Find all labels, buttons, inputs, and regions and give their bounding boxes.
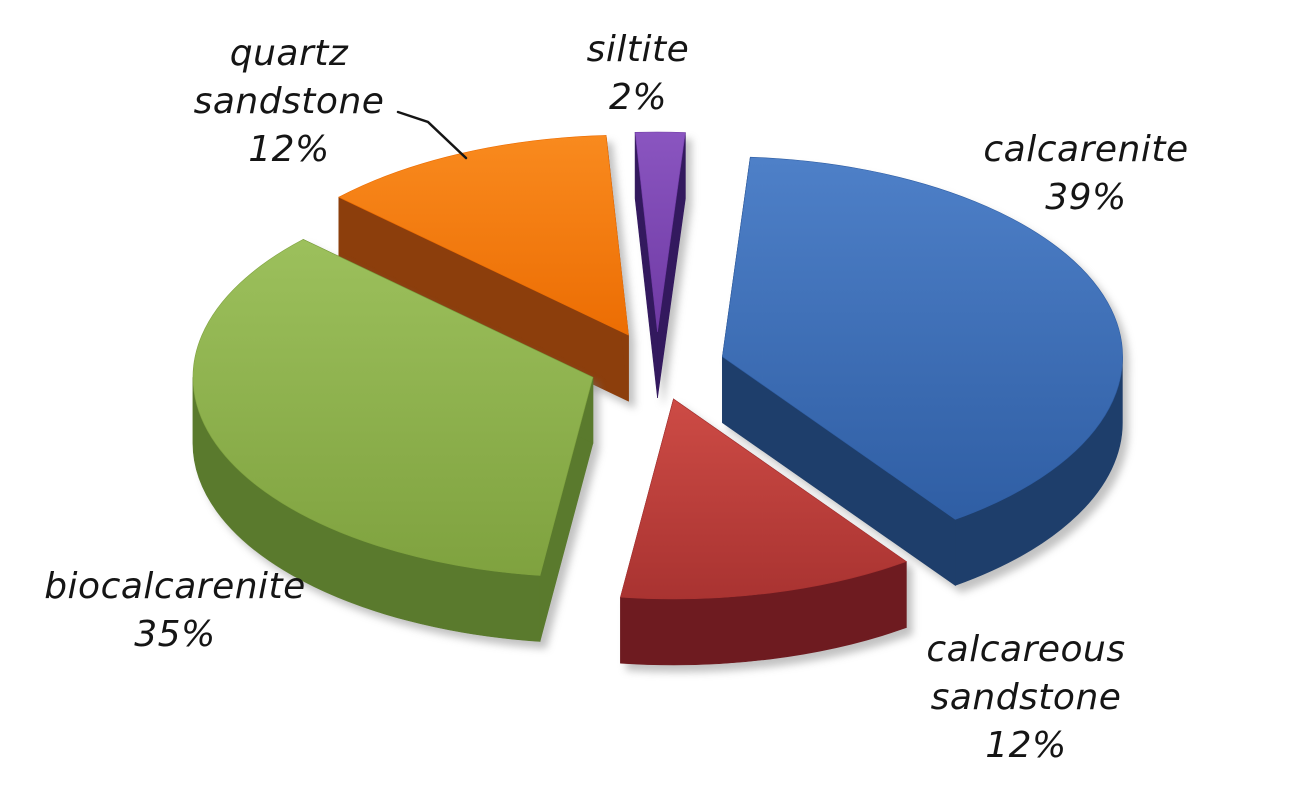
- slice-label-pct: 12%: [985, 725, 1067, 766]
- slice-label-calcarenite: calcarenite 39%: [926, 126, 1246, 222]
- slice-label-quartz-sandstone: quartz sandstone 12%: [189, 30, 389, 174]
- slice-label-biocalcarenite: biocalcarenite 35%: [15, 563, 335, 659]
- slice-label-text: calcareous sandstone: [926, 629, 1126, 718]
- pie-slice-biocalcarenite-top-face: [192, 239, 594, 576]
- slice-label-calcareous-sandstone: calcareous sandstone 12%: [880, 626, 1172, 770]
- leader-line-quartz-sandstone: [396, 110, 468, 160]
- slice-label-text: calcarenite: [983, 129, 1189, 170]
- pie-slice-calcareous-sandstone-top-face: [620, 398, 907, 600]
- slice-label-pct: 35%: [134, 614, 216, 655]
- pie-slice-quartz-sandstone: [338, 135, 629, 402]
- slice-label-pct: 12%: [248, 129, 330, 170]
- pie-slice-siltite: [634, 131, 686, 399]
- slice-label-siltite: siltite 2%: [553, 26, 723, 122]
- pie-slice-calcarenite-top-face: [722, 156, 1123, 520]
- slice-label-pct: 2%: [608, 77, 668, 118]
- pie-slice-siltite-top-face: [634, 131, 686, 333]
- pie-slice-calcareous-sandstone: [620, 398, 907, 666]
- slice-label-text: quartz sandstone: [193, 33, 385, 122]
- pie-slice-biocalcarenite: [192, 238, 594, 642]
- slice-label-pct: 39%: [1045, 177, 1127, 218]
- slice-label-text: siltite: [586, 29, 690, 70]
- pie-slice-calcarenite: [722, 156, 1123, 586]
- slice-label-text: biocalcarenite: [44, 566, 306, 607]
